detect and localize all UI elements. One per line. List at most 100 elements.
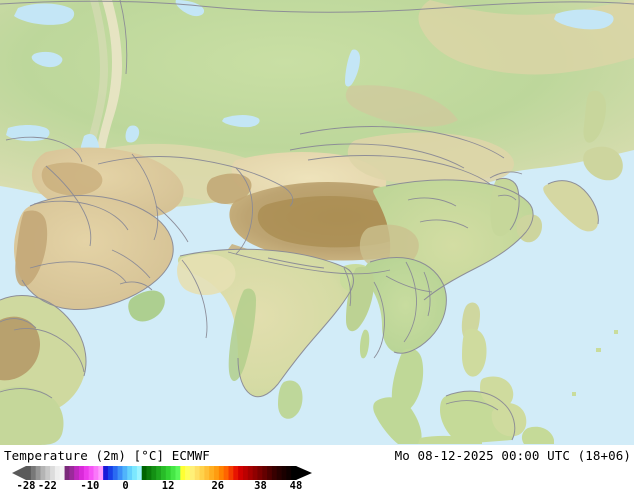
coast-borneo [445,390,516,441]
colorbar-swatch [228,466,234,480]
colorbar-swatch [199,466,205,480]
caption-row: Temperature (2m) [°C] ECMWF Mo 08-12-202… [0,448,634,465]
land-philippines-visayas [480,376,514,408]
colorbar-swatch [175,466,181,480]
colorbar-swatch [112,466,119,480]
colorbar-scale[interactable]: -28 -22 -10 0 12 26 38 48 [0,465,330,490]
border-russia-mongolia [299,126,505,159]
colorbar-swatch [117,466,123,480]
colorbar-swatch [247,466,254,480]
colorbar-swatch [271,466,278,480]
coast-horn-africa [0,295,87,377]
border-india-north [227,251,391,275]
border-iran-afghan [131,153,159,241]
colorbar-swatch [257,466,263,480]
relief-zagros [41,162,103,196]
colorbar-tick-label: -28 [17,480,36,490]
coast-korea [495,177,520,231]
relief-western-ghats [228,288,256,382]
border-myanmar-thailand [373,281,385,359]
colorbar-swatch [107,466,114,480]
colorbar-swatch [45,466,51,480]
colorbar-swatch [88,466,94,480]
border-mongolia-china [307,155,491,185]
colorbar-swatch [218,466,225,480]
relief-urals-soft [82,0,108,172]
colorbar-swatch [161,466,167,480]
colorbar-swatch [194,466,200,480]
land-sulawesi [521,426,554,444]
colorbar-tick-label: -22 [38,480,57,490]
relief-urals [96,0,122,162]
colorbar-swatch [238,466,244,480]
border-kazakhstan [97,156,294,207]
colorbar[interactable]: -28 -22 -10 0 12 26 38 48 [0,465,330,490]
colorbar-swatch [146,466,152,480]
colorbar-swatch [252,466,258,480]
land-sumatra [373,397,422,444]
colorbar-swatch [141,466,147,480]
valid-time-label: Mo 08-12-2025 00:00 UTC (18+06) [394,448,631,463]
colorbar-swatch [30,466,37,480]
product-title: Temperature (2m) [°C] ECMWF [4,448,210,463]
coast-japan [547,180,599,225]
colorbar-swatch [156,466,162,480]
border-russia-ural [119,0,128,75]
colorbar-swatch [276,466,282,480]
border-india-east [343,267,352,307]
colorbar-swatch [267,466,273,480]
colorbar-left-arrow [12,466,26,480]
water-lake-ladoga [31,51,63,68]
border-saudi-iraq [33,200,129,231]
colorbar-tick-label: 12 [162,480,175,490]
coast-china [385,179,534,301]
colorbar-tick-label: 0 [122,480,128,490]
colorbar-swatch [26,466,32,480]
water-lake-baikal [345,49,360,87]
border-china-west [235,167,253,255]
landmass-middle-east [0,147,184,445]
border-saudi-oman [111,249,151,279]
colorbar-swatch [209,466,215,480]
colorbar-swatch [127,466,133,480]
colorbar-swatch [69,466,75,480]
border-iran [45,165,92,247]
land-indochina [364,257,447,354]
colorbar-swatch [40,466,46,480]
border-sudan-ethiopia [0,318,37,329]
colorbar-swatch [281,466,287,480]
border-korea-dmz [497,194,517,201]
colorbar-swatch [103,466,109,480]
map-panel[interactable] [0,0,634,445]
border-thailand-laos [423,271,431,317]
colorbar-swatch [74,466,80,480]
colorbar-tick-label: 26 [211,480,224,490]
border-afghan-pakistan [155,205,189,243]
coast-siberia-north [0,0,634,13]
coast-arabia [21,195,174,311]
border-uae [119,281,153,291]
colorbar-swatch [122,466,128,480]
land-japan-honshu [543,180,599,232]
land-korea [490,178,520,237]
border-somalia-ethiopia [13,328,85,373]
border-india-pakistan [181,259,208,339]
relief-ethiopian-highlands [0,316,40,381]
terrain-map[interactable] [0,0,634,445]
landmass-india [177,249,374,419]
political-borders [0,0,523,411]
land-japan-hokkaido [583,146,623,181]
colorbar-swatch [59,466,65,480]
colorbar-swatch [136,466,143,480]
relief-sayan [345,85,458,127]
water-aral-sea [125,125,140,143]
border-china-provinces-2 [419,219,469,229]
colorbar-swatch [93,466,99,480]
land-east-africa [0,386,64,445]
colorbar-swatch [165,466,172,480]
colorbar-swatch [286,466,292,480]
relief-asir-mountains [15,210,48,287]
legend-footer: Temperature (2m) [°C] ECMWF Mo 08-12-202… [0,445,634,490]
colorbar-swatch [189,466,196,480]
